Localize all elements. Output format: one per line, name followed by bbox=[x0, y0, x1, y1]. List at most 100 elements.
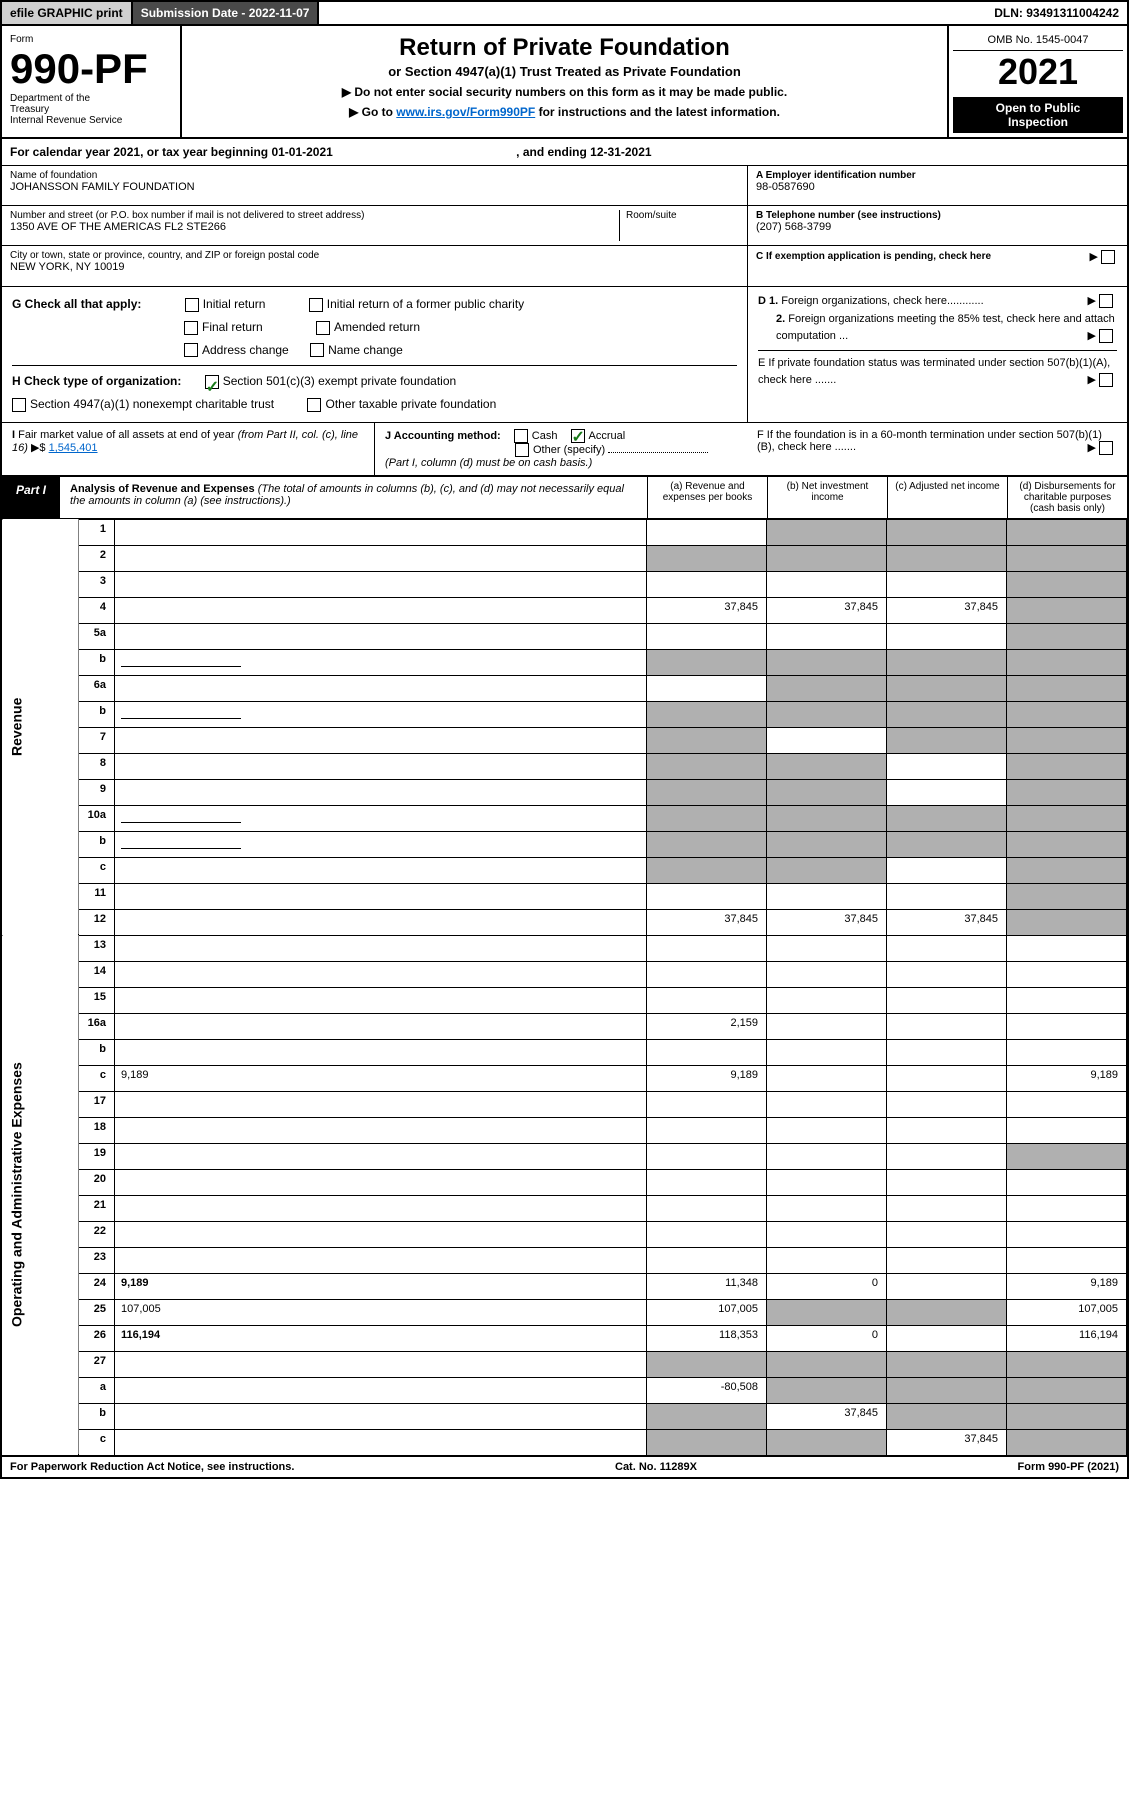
col-b-header: (b) Net investment income bbox=[767, 477, 887, 518]
col-a-val bbox=[647, 987, 767, 1013]
col-a-val bbox=[647, 1143, 767, 1169]
row-num: 1 bbox=[79, 519, 115, 545]
col-d-val bbox=[1007, 1091, 1127, 1117]
row-num: 18 bbox=[79, 1117, 115, 1143]
final-return-checkbox[interactable] bbox=[184, 321, 198, 335]
table-row: 9 bbox=[2, 779, 1127, 805]
name-change-checkbox[interactable] bbox=[310, 343, 324, 357]
fmv-link[interactable]: 1,545,401 bbox=[49, 442, 98, 454]
col-c-val bbox=[887, 1195, 1007, 1221]
col-c-val bbox=[887, 1091, 1007, 1117]
4947a1-checkbox[interactable] bbox=[12, 398, 26, 412]
row-desc bbox=[115, 623, 647, 649]
col-b-val bbox=[767, 1377, 887, 1403]
col-c-val bbox=[887, 649, 1007, 675]
col-b-val bbox=[767, 753, 887, 779]
col-b-val bbox=[767, 1065, 887, 1091]
amended-checkbox[interactable] bbox=[316, 321, 330, 335]
table-row: 18 bbox=[2, 1117, 1127, 1143]
col-d-val: 9,189 bbox=[1007, 1065, 1127, 1091]
row-num: 20 bbox=[79, 1169, 115, 1195]
col-a-val bbox=[647, 1117, 767, 1143]
other-taxable-checkbox[interactable] bbox=[307, 398, 321, 412]
table-row: b37,845 bbox=[2, 1403, 1127, 1429]
row-num: b bbox=[79, 649, 115, 675]
col-c-val bbox=[887, 623, 1007, 649]
row-desc bbox=[115, 519, 647, 545]
f-checkbox[interactable] bbox=[1099, 441, 1113, 455]
d2-checkbox[interactable] bbox=[1099, 329, 1113, 343]
part-1-label: Part I bbox=[2, 477, 60, 518]
col-b-val bbox=[767, 727, 887, 753]
exemption-pending-cell: C If exemption application is pending, c… bbox=[748, 246, 1127, 286]
col-c-val: 37,845 bbox=[887, 909, 1007, 935]
col-a-val: 107,005 bbox=[647, 1299, 767, 1325]
col-c-val bbox=[887, 1377, 1007, 1403]
form990pf-link[interactable]: www.irs.gov/Form990PF bbox=[396, 105, 535, 119]
initial-return-checkbox[interactable] bbox=[185, 298, 199, 312]
row-desc bbox=[115, 649, 647, 675]
col-a-val: 37,845 bbox=[647, 597, 767, 623]
d1-checkbox[interactable] bbox=[1099, 294, 1113, 308]
table-row: 249,18911,34809,189 bbox=[2, 1273, 1127, 1299]
row-desc bbox=[115, 1117, 647, 1143]
col-c-val bbox=[887, 1221, 1007, 1247]
col-b-val bbox=[767, 1195, 887, 1221]
col-c-val bbox=[887, 1325, 1007, 1351]
part-1-table: Revenue123437,84537,84537,8455ab 6ab 789… bbox=[2, 519, 1127, 1456]
row-num: 7 bbox=[79, 727, 115, 753]
col-a-val bbox=[647, 649, 767, 675]
col-d-val bbox=[1007, 883, 1127, 909]
h-check-row: H Check type of organization: Section 50… bbox=[12, 365, 737, 416]
table-row: c9,1899,1899,189 bbox=[2, 1065, 1127, 1091]
form-id: 990-PF bbox=[10, 45, 172, 93]
col-a-val: 37,845 bbox=[647, 909, 767, 935]
col-c-val bbox=[887, 701, 1007, 727]
table-row: 8 bbox=[2, 753, 1127, 779]
cash-checkbox[interactable] bbox=[514, 429, 528, 443]
501c3-checkbox[interactable] bbox=[205, 375, 219, 389]
col-c-val bbox=[887, 935, 1007, 961]
table-row: b bbox=[2, 649, 1127, 675]
row-num: 4 bbox=[79, 597, 115, 623]
d2-row: 2. Foreign organizations meeting the 85%… bbox=[758, 311, 1117, 346]
other-method-checkbox[interactable] bbox=[515, 443, 529, 457]
col-c-val bbox=[887, 1117, 1007, 1143]
address-change-checkbox[interactable] bbox=[184, 343, 198, 357]
calendar-year-row: For calendar year 2021, or tax year begi… bbox=[2, 139, 1127, 166]
row-num: 5a bbox=[79, 623, 115, 649]
table-row: Revenue1 bbox=[2, 519, 1127, 545]
exemption-checkbox[interactable] bbox=[1101, 250, 1115, 264]
col-d-val bbox=[1007, 1403, 1127, 1429]
col-a-val bbox=[647, 675, 767, 701]
row-num: 26 bbox=[79, 1325, 115, 1351]
efile-print-button[interactable]: efile GRAPHIC print bbox=[2, 2, 133, 24]
col-a-val bbox=[647, 701, 767, 727]
col-c-val bbox=[887, 571, 1007, 597]
accrual-checkbox[interactable] bbox=[571, 429, 585, 443]
col-a-val: 9,189 bbox=[647, 1065, 767, 1091]
table-row: 1237,84537,84537,845 bbox=[2, 909, 1127, 935]
foundation-name: JOHANSSON FAMILY FOUNDATION bbox=[10, 181, 739, 193]
row-num: a bbox=[79, 1377, 115, 1403]
row-desc bbox=[115, 753, 647, 779]
col-a-val bbox=[647, 571, 767, 597]
e-checkbox[interactable] bbox=[1099, 373, 1113, 387]
col-d-val: 9,189 bbox=[1007, 1273, 1127, 1299]
col-a-header: (a) Revenue and expenses per books bbox=[647, 477, 767, 518]
col-a-val: 11,348 bbox=[647, 1273, 767, 1299]
col-c-val bbox=[887, 805, 1007, 831]
col-b-val bbox=[767, 857, 887, 883]
col-b-val bbox=[767, 623, 887, 649]
row-num: 9 bbox=[79, 779, 115, 805]
col-c-val bbox=[887, 727, 1007, 753]
phone-value: (207) 568-3799 bbox=[756, 221, 1119, 233]
initial-former-checkbox[interactable] bbox=[309, 298, 323, 312]
col-d-val bbox=[1007, 519, 1127, 545]
cat-no: Cat. No. 11289X bbox=[615, 1461, 697, 1473]
row-desc bbox=[115, 831, 647, 857]
row-num: 14 bbox=[79, 961, 115, 987]
col-c-val bbox=[887, 519, 1007, 545]
row-desc: 116,194 bbox=[115, 1325, 647, 1351]
col-b-val bbox=[767, 1143, 887, 1169]
